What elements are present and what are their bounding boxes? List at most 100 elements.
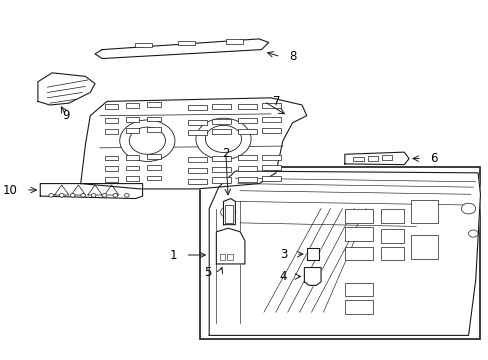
Text: 1: 1 [169, 248, 177, 261]
Bar [237, 118, 256, 123]
Bar [211, 129, 230, 134]
Bar [219, 254, 225, 260]
Bar [237, 156, 256, 160]
Text: 5: 5 [204, 266, 211, 279]
Bar [211, 104, 230, 109]
Bar [261, 103, 280, 108]
Bar [104, 177, 118, 182]
Bar [237, 177, 256, 182]
Bar [261, 165, 280, 170]
Circle shape [59, 194, 64, 197]
Bar [211, 118, 230, 123]
Circle shape [120, 120, 175, 161]
Text: 4: 4 [279, 270, 286, 283]
Polygon shape [209, 171, 480, 336]
Bar [147, 154, 161, 159]
Bar [227, 254, 232, 260]
Bar [126, 155, 139, 159]
Polygon shape [306, 248, 318, 260]
Bar [344, 247, 373, 260]
Bar [147, 165, 161, 170]
Circle shape [461, 203, 475, 214]
Bar [135, 43, 152, 47]
Bar [187, 168, 206, 173]
Circle shape [468, 230, 477, 237]
Bar [104, 166, 118, 171]
Polygon shape [81, 98, 306, 189]
Circle shape [220, 244, 231, 252]
Polygon shape [38, 73, 95, 105]
Bar [187, 130, 206, 135]
Bar [261, 176, 280, 181]
Circle shape [196, 118, 250, 159]
Circle shape [124, 194, 129, 197]
Polygon shape [216, 228, 244, 264]
Bar [380, 209, 404, 223]
Circle shape [113, 194, 118, 197]
Bar [261, 117, 280, 122]
Bar [187, 120, 206, 125]
Polygon shape [40, 184, 142, 199]
Circle shape [81, 194, 85, 197]
Bar [126, 117, 139, 122]
Text: 7: 7 [272, 95, 280, 108]
Bar [344, 283, 373, 296]
Polygon shape [88, 185, 102, 195]
Text: 6: 6 [429, 152, 437, 165]
Bar [178, 41, 195, 45]
Bar [147, 127, 161, 132]
Bar [187, 105, 206, 111]
Bar [104, 118, 118, 123]
Bar [147, 176, 161, 180]
Polygon shape [223, 199, 235, 225]
Bar [211, 177, 230, 183]
Text: 8: 8 [288, 50, 296, 63]
Bar [380, 229, 404, 243]
Bar [237, 104, 256, 109]
Polygon shape [71, 185, 85, 195]
Polygon shape [304, 267, 321, 285]
Bar [104, 129, 118, 134]
Bar [211, 167, 230, 172]
Bar [410, 200, 437, 223]
Text: 9: 9 [62, 109, 70, 122]
Text: 2: 2 [222, 147, 229, 160]
Circle shape [91, 194, 96, 197]
Bar [126, 176, 139, 181]
Polygon shape [104, 185, 119, 195]
Bar [104, 156, 118, 160]
Bar [126, 166, 139, 170]
Bar [380, 247, 404, 260]
Bar [126, 128, 139, 133]
Polygon shape [95, 39, 268, 59]
Text: 3: 3 [279, 248, 286, 261]
Bar [147, 117, 161, 121]
Circle shape [129, 127, 165, 154]
Circle shape [205, 125, 241, 153]
Bar [187, 157, 206, 162]
Bar [367, 156, 377, 161]
Bar [353, 157, 363, 161]
Bar [261, 155, 280, 159]
Bar [225, 39, 242, 44]
Circle shape [220, 206, 235, 218]
Bar [261, 128, 280, 133]
Bar [104, 104, 118, 109]
Polygon shape [55, 185, 69, 195]
Bar [410, 235, 437, 258]
Bar [147, 103, 161, 107]
Bar [237, 129, 256, 134]
Bar [344, 209, 373, 223]
Circle shape [102, 194, 107, 197]
Text: 10: 10 [2, 184, 18, 197]
Bar [224, 205, 233, 223]
Bar [187, 179, 206, 184]
Polygon shape [344, 152, 408, 165]
Bar [237, 166, 256, 171]
Bar [381, 155, 392, 159]
Bar [199, 167, 480, 339]
Bar [211, 156, 230, 161]
Bar [344, 227, 373, 241]
Bar [344, 300, 373, 314]
Circle shape [70, 194, 75, 197]
